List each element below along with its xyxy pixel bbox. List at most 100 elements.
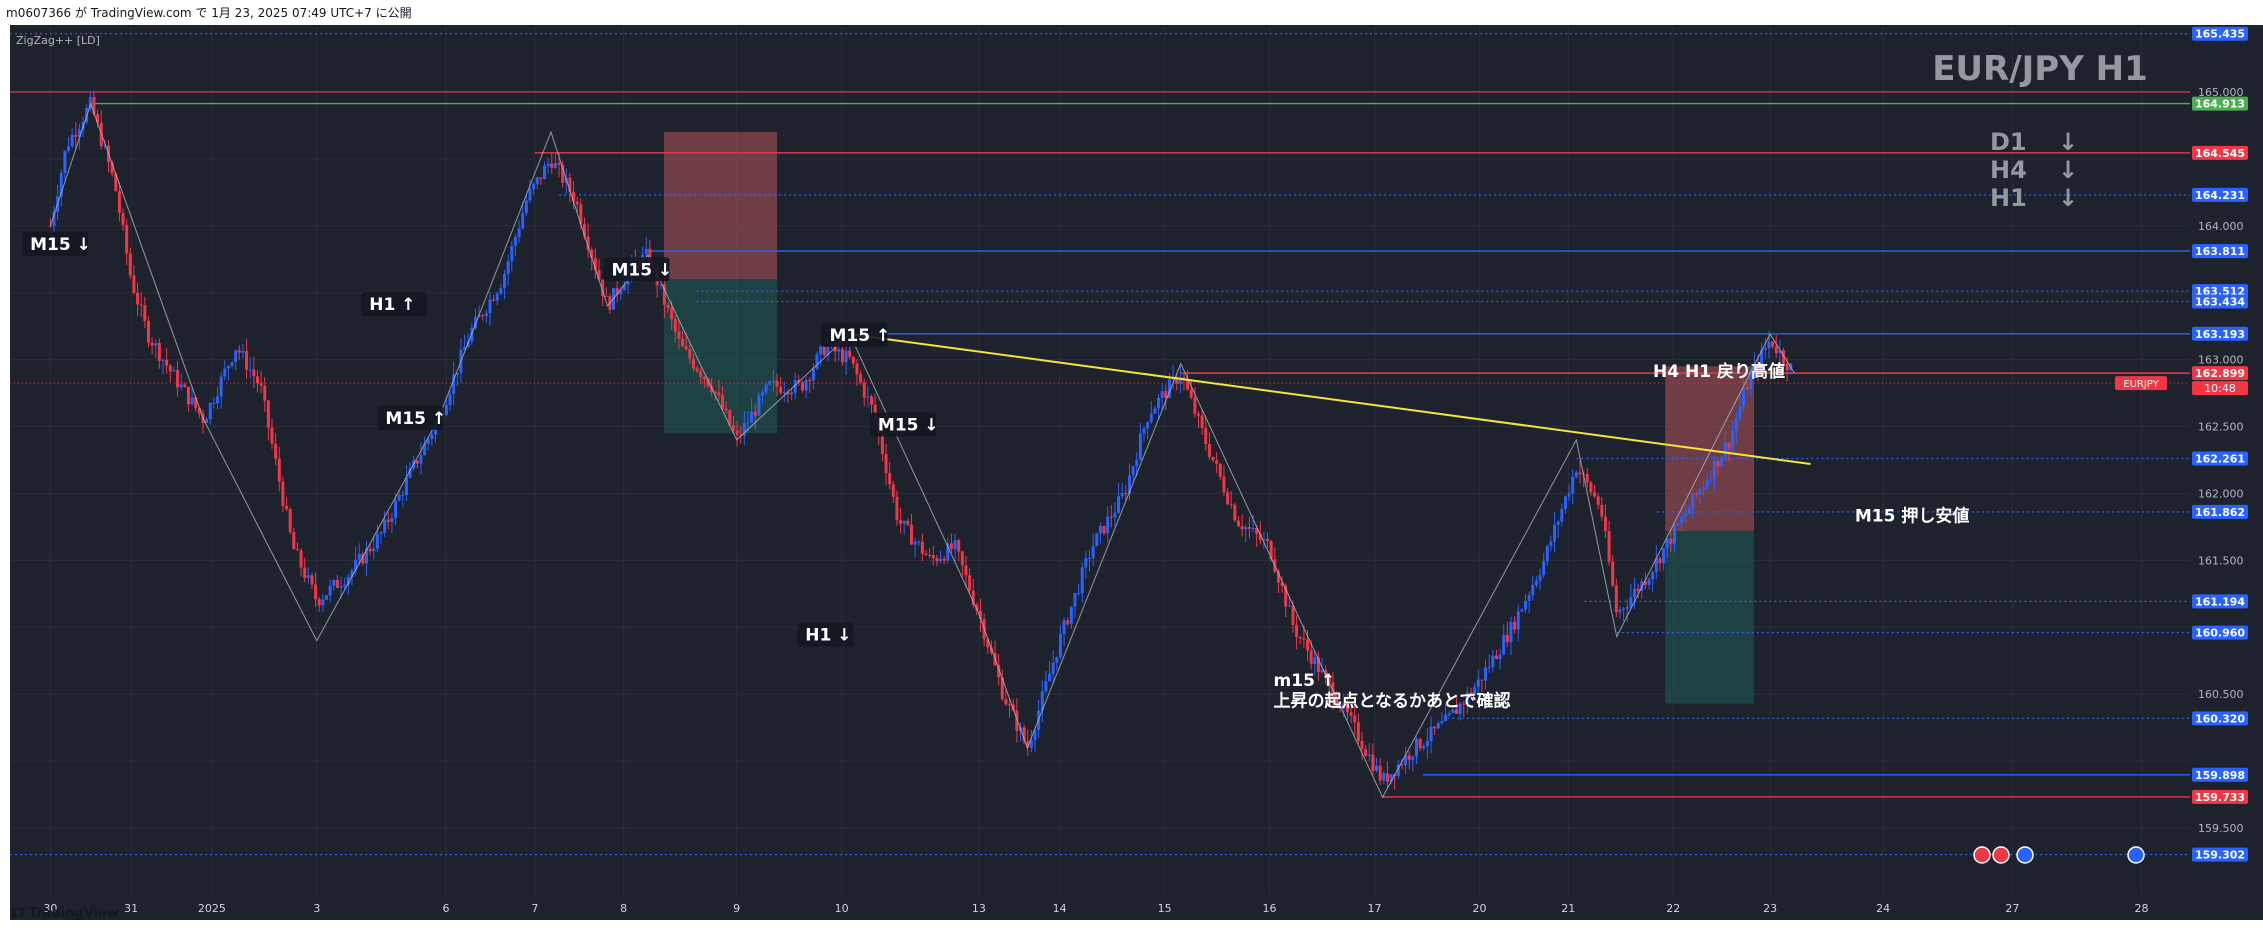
level-layer [10, 33, 2190, 856]
candle-body [1066, 620, 1070, 625]
candle-body [913, 541, 917, 545]
candle-body [430, 434, 434, 440]
candle-body [1487, 667, 1491, 669]
annotation-text[interactable]: M15 ↑ [385, 409, 446, 429]
candle-body [1665, 538, 1669, 549]
candle-body [681, 338, 685, 347]
candle-body [539, 177, 543, 180]
buy-zone[interactable] [1665, 530, 1754, 704]
sell-zone[interactable] [664, 132, 778, 280]
level-price-tag [2192, 326, 2248, 341]
candle-body [1055, 656, 1059, 663]
candle-body [317, 599, 321, 606]
event-blue-icon[interactable] [2127, 846, 2145, 864]
candle-body [1026, 741, 1030, 748]
x-tick-label: 20 [1472, 902, 1486, 915]
candle-body [1236, 520, 1240, 527]
candle-body [146, 320, 150, 343]
candle-body [1287, 605, 1291, 607]
level-price-tag [2192, 187, 2248, 202]
candle-body [404, 477, 408, 496]
candle-body [143, 305, 147, 321]
event-red-icon[interactable] [1973, 846, 1991, 864]
annotation-text[interactable]: M15 ↓ [878, 416, 939, 436]
candle-body [168, 365, 172, 372]
candle-body [1473, 687, 1477, 695]
candle-body [1553, 524, 1557, 542]
candle-body [252, 369, 256, 377]
candle-body [361, 554, 365, 564]
y-tick-label: 159.500 [2198, 822, 2244, 835]
candle-body [1404, 755, 1408, 766]
candle-body [521, 213, 525, 229]
candle-body [1654, 558, 1658, 573]
event-red-icon[interactable] [1992, 846, 2010, 864]
event-blue-icon[interactable] [2016, 846, 2034, 864]
candle-body [248, 369, 252, 371]
candle-body [862, 382, 866, 398]
candle-body [1720, 457, 1724, 467]
candle-body [1712, 460, 1716, 480]
candle-body [386, 519, 390, 523]
candle-body [1218, 463, 1222, 477]
chart-title: EUR/JPY H1 [1932, 49, 2148, 89]
candle-body [986, 639, 990, 648]
candle-body [1149, 413, 1153, 423]
annotation-text[interactable]: M15 押し安値 [1855, 506, 1970, 527]
candle-body [859, 374, 863, 383]
candle-body [1000, 677, 1004, 700]
annotation-text[interactable]: H1 ↓ [805, 626, 851, 646]
candle-body [1407, 755, 1411, 760]
zigzag-line[interactable] [49, 102, 1795, 799]
candle-body [1117, 496, 1121, 513]
candle-body [314, 584, 318, 600]
candle-body [673, 319, 677, 332]
candle-body [782, 392, 786, 394]
candle-body [1396, 764, 1400, 777]
candle-body [909, 524, 913, 545]
candle-body [884, 453, 888, 474]
candle-body [1316, 657, 1320, 673]
candle-body [1280, 582, 1284, 586]
level-price-label: 163.434 [2195, 296, 2245, 309]
candle-body [1778, 350, 1782, 354]
annotation-text[interactable]: M15 ↓ [611, 260, 672, 280]
candle-body [1244, 527, 1248, 530]
candle-body [557, 162, 561, 165]
candle-body [74, 134, 78, 137]
yellow-trend-line[interactable] [849, 333, 1811, 466]
candle-body [1422, 746, 1426, 749]
candle-body [1411, 756, 1415, 760]
candle-body [383, 519, 387, 533]
candle-body [1382, 773, 1386, 781]
candle-body [354, 559, 358, 571]
annotation-text[interactable]: H4 H1 戻り高値 [1653, 361, 1785, 382]
candle-body [1727, 442, 1731, 449]
candle-body [110, 162, 114, 174]
level-price-tag [2192, 504, 2248, 519]
annotation-box [361, 292, 428, 317]
candle-body [237, 350, 241, 353]
candle-body [1734, 418, 1738, 431]
candle-body [899, 520, 903, 524]
annotation-text[interactable]: M15 ↑ [829, 326, 890, 346]
annotation-text[interactable]: m15 ↑ [1274, 671, 1336, 691]
candle-body [1269, 541, 1273, 560]
candle-body [492, 299, 496, 301]
candle-body [139, 304, 143, 306]
annotation-text[interactable]: H1 ↑ [369, 295, 415, 315]
candle-body [1447, 713, 1451, 715]
candle-body [1629, 597, 1633, 608]
candle-body [895, 496, 899, 521]
annotation-text[interactable]: 上昇の起点となるかあとで確認 [1274, 690, 1511, 711]
footer-brand[interactable]: 17 TradingView [10, 906, 119, 921]
level-price-label: 163.193 [2195, 328, 2245, 341]
annotation-text[interactable]: M15 ↓ [30, 235, 91, 255]
candle-body [285, 506, 289, 510]
candle-body [1593, 492, 1597, 497]
candle-body [1763, 348, 1767, 350]
candle-body [1175, 376, 1179, 384]
candle-body [455, 372, 459, 375]
candle-body [870, 396, 874, 405]
